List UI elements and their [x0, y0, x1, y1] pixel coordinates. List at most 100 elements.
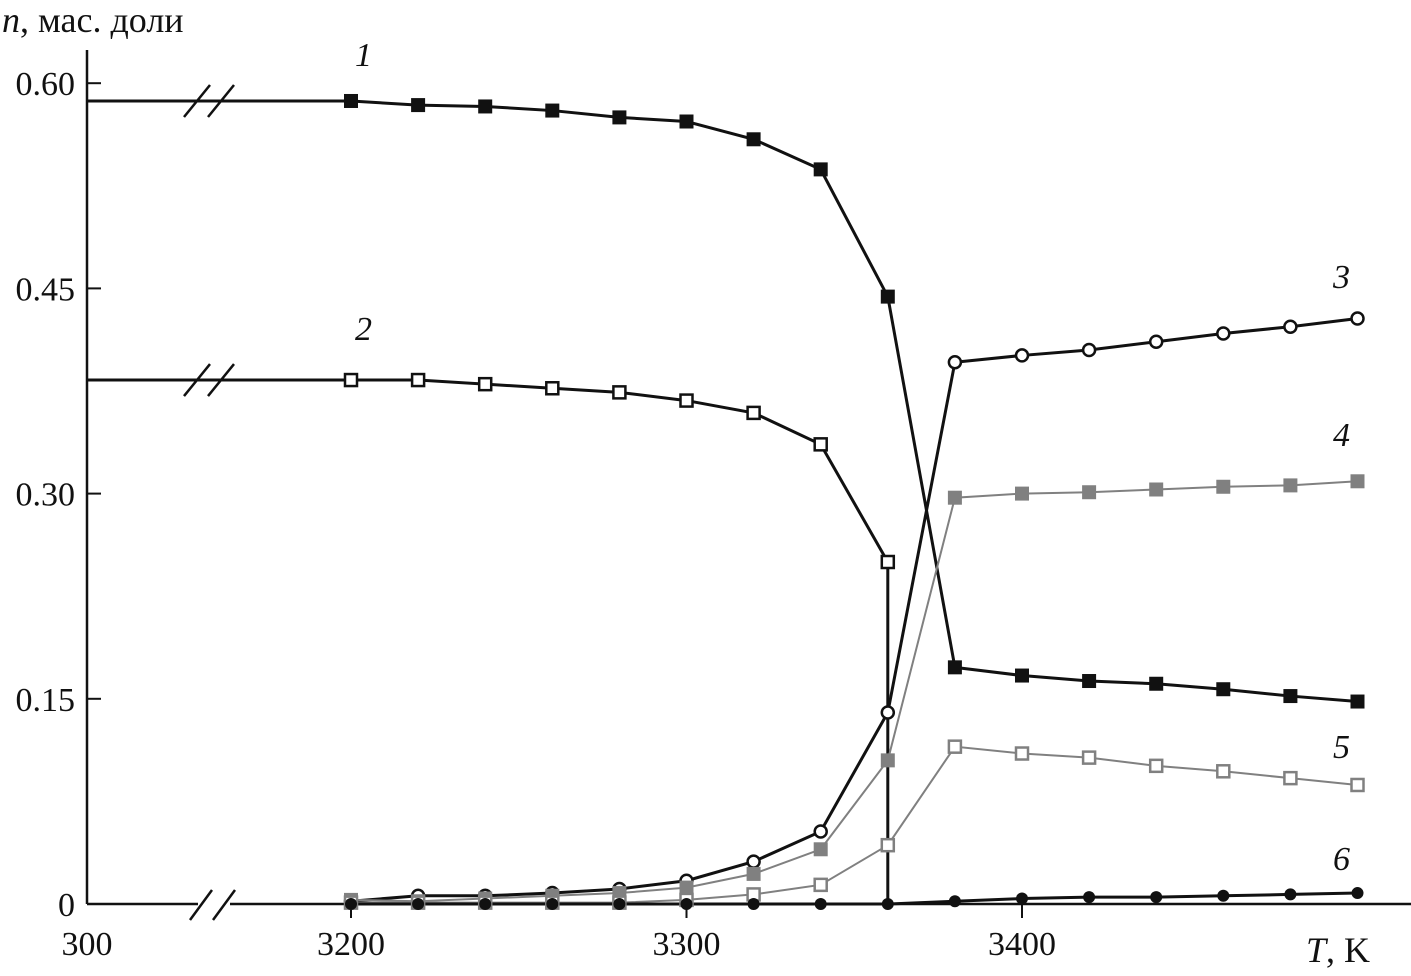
series-6-point [948, 895, 961, 908]
series-2-point [679, 393, 694, 408]
series-3-point [1014, 348, 1030, 363]
series-6-point [1284, 888, 1297, 901]
series-6-point [1351, 887, 1364, 900]
series-2-point [477, 376, 493, 392]
series-2-point [746, 405, 761, 421]
series-3-point [1283, 319, 1298, 334]
series-1-point [1216, 682, 1231, 697]
series-2-point [612, 385, 627, 400]
series-5-point [1014, 746, 1030, 761]
series-3-point [1216, 326, 1231, 341]
series-1-break-mark [183, 84, 211, 118]
series-3-point [1081, 342, 1097, 358]
series-label-4: 4 [1333, 417, 1350, 454]
series-1-point [880, 289, 895, 304]
x-tick-label: 3400 [988, 926, 1056, 963]
series-2-break-mark [207, 363, 235, 397]
y-tick-label: 0.15 [16, 682, 76, 719]
series-5-point [1081, 750, 1097, 765]
series-3-point [880, 705, 896, 720]
series-1-point [1082, 674, 1097, 689]
series-2-point [410, 372, 426, 388]
x-axis-break-mark [211, 889, 237, 921]
series-1-point [813, 162, 828, 177]
series-1-point [1149, 676, 1164, 691]
x-axis-label: T, K [1306, 930, 1370, 970]
series-6-point [1016, 892, 1028, 905]
series-6-point [613, 898, 626, 910]
series-4-point [746, 866, 761, 881]
x-tick-label: 300 [62, 926, 113, 963]
series-1-point [478, 99, 493, 114]
series-1-point [1015, 668, 1029, 683]
series-6-point [345, 898, 357, 910]
series-1-point [746, 132, 761, 147]
axes: 300 3200 3300 3400 0 0.15 0.30 0.45 0.60 [16, 50, 1411, 963]
series-6-point [546, 898, 559, 910]
series-4-line [350, 480, 1358, 903]
series-label-6: 6 [1333, 841, 1350, 878]
series-3-line [350, 317, 1358, 903]
series-6-point [412, 898, 425, 910]
y-axis-label: n, мас. доли [2, 0, 184, 40]
series-1-break-mark [207, 84, 235, 118]
y-tick-label: 0.60 [16, 66, 76, 103]
series-4-point [679, 880, 694, 895]
series-6-point [1083, 891, 1096, 904]
x-tick-label: 3300 [653, 926, 721, 963]
series-4-point [813, 842, 828, 857]
series-4-point [1350, 474, 1365, 489]
series-markers [343, 93, 1365, 910]
series-5-point [947, 739, 963, 754]
series-4-point [1015, 486, 1029, 501]
series-5-point [1148, 758, 1164, 774]
series-6-point [479, 898, 492, 910]
series-2-line [351, 378, 890, 904]
series-5-point [1216, 764, 1231, 779]
series-label-5: 5 [1333, 729, 1350, 766]
series-5-point [813, 877, 828, 893]
y-tick-label: 0.45 [16, 271, 76, 308]
series-1-point [612, 110, 627, 125]
series-3-point [746, 854, 761, 869]
series-4-point [880, 753, 895, 768]
series-2-point [343, 372, 359, 388]
series-1-point [1283, 689, 1298, 704]
series-6-point [1150, 891, 1163, 904]
series-2-point [880, 554, 896, 570]
series-6-point [680, 898, 693, 910]
series-1-point [679, 114, 694, 129]
y-tick-label: 0.30 [16, 477, 76, 514]
series-6-point [747, 898, 760, 910]
series-4-point [947, 490, 962, 505]
series-4-point [1082, 485, 1097, 500]
x-axis-break-mark [188, 889, 214, 921]
series-4-point [1216, 479, 1231, 494]
series-6-line [351, 891, 1358, 906]
series-lines [87, 84, 1358, 906]
y-tick-label: 0 [58, 887, 75, 924]
series-3-point [1148, 334, 1164, 350]
series-1-point [344, 93, 358, 108]
series-5-point [1283, 770, 1298, 786]
series-label-1: 1 [355, 37, 372, 74]
series-6-point [1217, 889, 1230, 902]
series-6-point [881, 898, 894, 910]
series-2-point [813, 437, 828, 452]
series-1-point [947, 660, 962, 675]
series-1-point [545, 103, 560, 118]
x-tick-label: 3200 [317, 926, 385, 963]
series-6-point [814, 898, 827, 910]
series-4-point [1149, 482, 1164, 497]
series-3-point [947, 355, 963, 370]
series-4-point [1283, 478, 1298, 493]
series-5-point [880, 837, 896, 853]
series-label-2: 2 [355, 311, 372, 348]
series-1-line [350, 99, 1358, 704]
series-1-point [411, 98, 426, 113]
series-2-break-mark [183, 363, 211, 397]
series-3-point [1350, 311, 1365, 326]
series-5-point [1350, 777, 1365, 793]
series-1-point [1350, 694, 1365, 709]
